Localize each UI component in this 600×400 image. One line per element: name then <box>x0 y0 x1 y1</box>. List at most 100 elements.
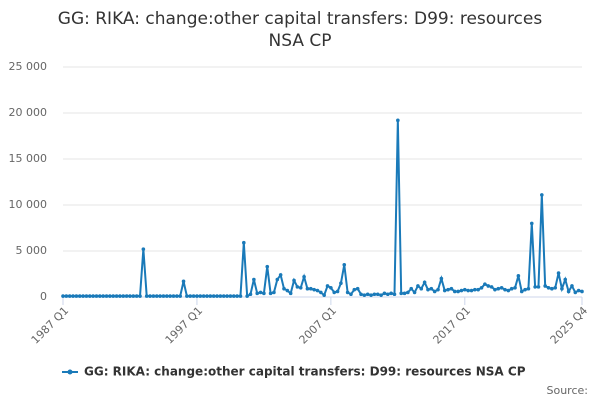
point <box>265 264 270 269</box>
point <box>272 290 276 295</box>
y-tick-label: 25 000 <box>9 60 48 73</box>
point <box>342 263 347 267</box>
point <box>339 281 343 286</box>
y-tick-label: 20 000 <box>9 106 48 119</box>
point <box>496 286 501 291</box>
point <box>325 284 330 288</box>
point <box>178 294 182 298</box>
source: Source: <box>547 384 589 397</box>
point <box>211 294 216 298</box>
point <box>285 288 290 293</box>
point <box>188 294 193 298</box>
legend-label: GG: RIKA: change:other capital transfers… <box>84 365 526 379</box>
point <box>446 287 450 292</box>
point <box>275 277 280 282</box>
point <box>181 279 186 284</box>
point <box>536 285 541 289</box>
point <box>563 277 568 282</box>
point <box>580 289 584 294</box>
point <box>91 294 95 298</box>
point <box>329 286 333 290</box>
point <box>529 221 534 226</box>
point <box>493 287 497 292</box>
point <box>516 274 521 278</box>
point <box>292 278 296 283</box>
point <box>459 288 464 293</box>
point <box>369 293 373 297</box>
point <box>228 294 233 298</box>
legend-marker <box>67 369 73 375</box>
point <box>523 287 527 292</box>
point <box>141 247 146 251</box>
point <box>506 288 511 293</box>
point <box>422 280 427 285</box>
point <box>452 289 457 294</box>
point <box>231 294 236 298</box>
point <box>218 294 223 298</box>
point <box>553 286 558 290</box>
point <box>429 286 434 291</box>
point <box>550 286 554 291</box>
point <box>242 240 246 245</box>
point <box>67 294 72 298</box>
point <box>409 286 414 291</box>
point <box>540 193 544 197</box>
point <box>308 286 313 291</box>
point <box>432 289 437 294</box>
point <box>469 288 474 293</box>
point <box>499 286 504 290</box>
point <box>526 286 531 291</box>
point <box>131 294 136 298</box>
point <box>489 285 494 289</box>
point <box>382 291 387 296</box>
point <box>466 288 470 293</box>
point <box>108 294 112 298</box>
point <box>134 294 139 298</box>
point <box>191 294 196 298</box>
point <box>118 294 122 298</box>
point <box>128 294 132 298</box>
point <box>503 287 507 292</box>
point <box>476 287 481 292</box>
point <box>332 290 337 295</box>
point <box>573 290 578 295</box>
point <box>416 284 420 288</box>
point <box>81 294 85 298</box>
point <box>144 294 149 298</box>
point <box>151 294 156 298</box>
point <box>396 118 400 123</box>
point <box>74 294 79 298</box>
point <box>71 294 75 298</box>
point <box>442 288 447 293</box>
point <box>238 294 243 298</box>
point <box>77 294 82 298</box>
point <box>87 294 92 298</box>
point <box>258 290 263 295</box>
point <box>101 294 105 298</box>
point <box>158 294 162 298</box>
point <box>165 294 169 298</box>
point <box>389 291 393 296</box>
point <box>288 291 293 296</box>
point <box>208 294 213 298</box>
point <box>262 291 266 296</box>
point <box>298 286 303 290</box>
point <box>556 271 561 275</box>
point <box>436 287 440 292</box>
point <box>335 289 340 294</box>
point <box>295 285 300 289</box>
point <box>533 285 537 289</box>
point <box>365 292 370 297</box>
x-tick-label: 2025 Q4 <box>548 304 591 347</box>
point <box>319 290 323 295</box>
point <box>315 288 320 293</box>
point <box>439 276 444 281</box>
point <box>278 273 283 277</box>
point <box>359 292 363 297</box>
point <box>255 291 260 296</box>
point <box>463 287 467 292</box>
point <box>252 277 256 282</box>
point <box>64 294 69 298</box>
point <box>175 294 179 298</box>
